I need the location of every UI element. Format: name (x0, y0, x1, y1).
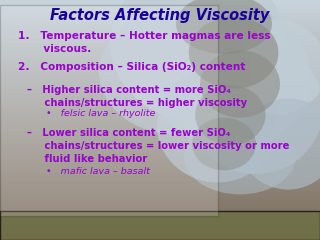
Text: 2.   Composition – Silica (SiO₂) content: 2. Composition – Silica (SiO₂) content (18, 62, 245, 72)
Text: 1.   Temperature – Hotter magmas are less
       viscous.: 1. Temperature – Hotter magmas are less … (18, 31, 270, 54)
Ellipse shape (99, 10, 253, 134)
Ellipse shape (240, 98, 320, 190)
Ellipse shape (150, 5, 310, 149)
Ellipse shape (189, 17, 278, 89)
Ellipse shape (189, 42, 320, 174)
Text: Factors Affecting Viscosity: Factors Affecting Viscosity (50, 8, 270, 24)
Ellipse shape (200, 50, 280, 118)
Text: –   Higher silica content = more SiO₄
     chains/structures = higher viscosity: – Higher silica content = more SiO₄ chai… (27, 85, 247, 108)
Ellipse shape (184, 118, 296, 194)
Ellipse shape (110, 0, 286, 121)
FancyBboxPatch shape (0, 211, 320, 240)
Text: •   felsic lava – rhyolite: • felsic lava – rhyolite (46, 109, 156, 118)
Ellipse shape (176, 0, 272, 54)
Ellipse shape (195, 85, 266, 145)
Ellipse shape (157, 67, 278, 182)
Ellipse shape (216, 19, 320, 115)
FancyBboxPatch shape (0, 5, 218, 216)
Text: –   Lower silica content = fewer SiO₄
     chains/structures = lower viscosity o: – Lower silica content = fewer SiO₄ chai… (27, 128, 290, 164)
Ellipse shape (192, 118, 256, 170)
Text: •   mafic lava – basalt: • mafic lava – basalt (46, 167, 150, 176)
